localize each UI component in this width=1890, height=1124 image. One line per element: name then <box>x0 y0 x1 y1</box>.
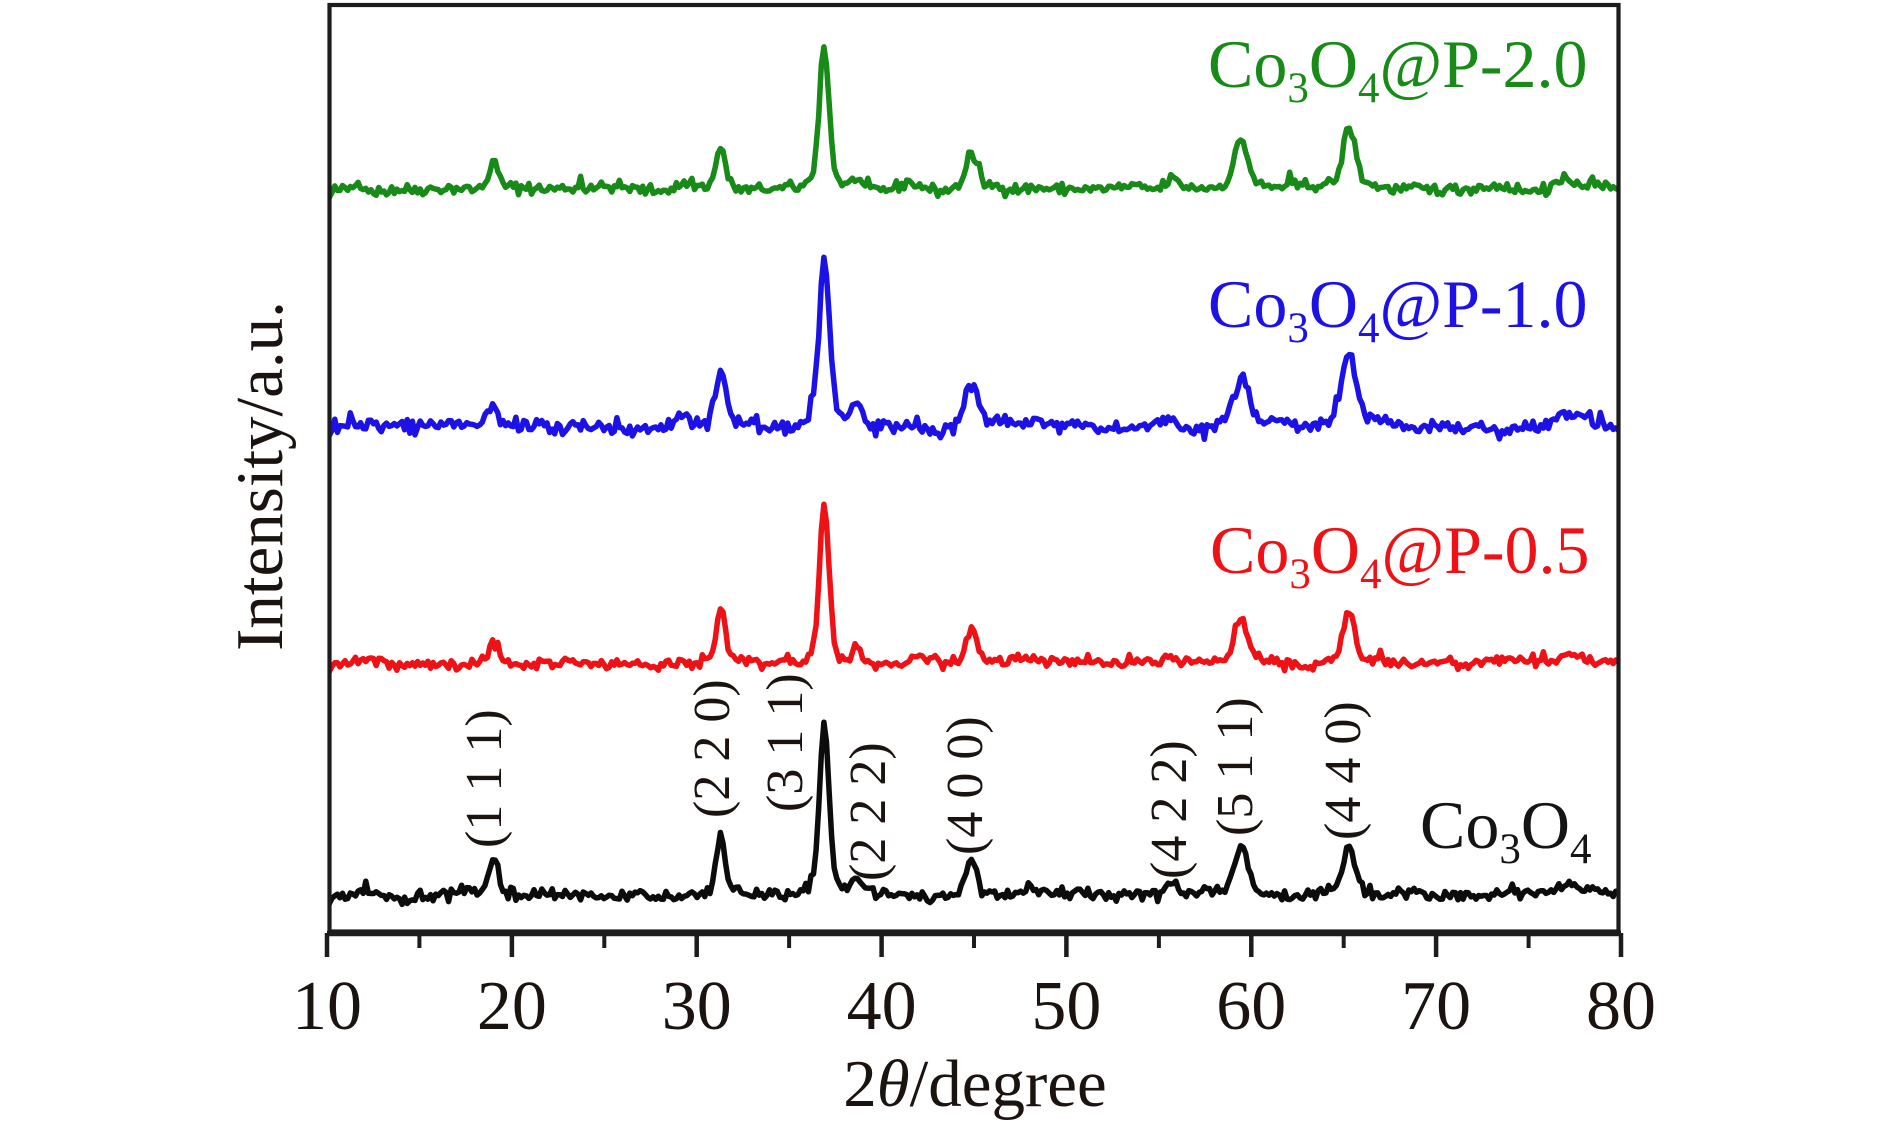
svg-text:50: 50 <box>1031 968 1101 1045</box>
svg-text:80: 80 <box>1586 968 1656 1045</box>
svg-text:(1 1 1): (1 1 1) <box>456 709 513 848</box>
svg-text:(4 4 0): (4 4 0) <box>1315 701 1372 840</box>
svg-text:Co3O4@P-0.5: Co3O4@P-0.5 <box>1210 512 1590 598</box>
svg-text:40: 40 <box>847 968 917 1045</box>
svg-text:20: 20 <box>477 968 547 1045</box>
svg-text:Co3O4@P-2.0: Co3O4@P-2.0 <box>1208 26 1588 112</box>
svg-text:Co3O4@P-1.0: Co3O4@P-1.0 <box>1208 266 1588 352</box>
svg-text:30: 30 <box>662 968 732 1045</box>
svg-text:2θ/degree: 2θ/degree <box>843 1047 1107 1121</box>
svg-text:60: 60 <box>1216 968 1286 1045</box>
svg-text:10: 10 <box>292 968 362 1045</box>
svg-text:Intensity/a.u.: Intensity/a.u. <box>223 301 297 651</box>
svg-text:(2 2 0): (2 2 0) <box>684 679 741 818</box>
svg-text:(4 2 2): (4 2 2) <box>1141 740 1198 879</box>
svg-text:(4 0 0): (4 0 0) <box>937 716 994 855</box>
svg-text:70: 70 <box>1401 968 1471 1045</box>
svg-text:(2 2 2): (2 2 2) <box>840 742 897 881</box>
svg-text:(3 1 1): (3 1 1) <box>757 673 814 812</box>
svg-text:(5 1 1): (5 1 1) <box>1207 697 1264 836</box>
